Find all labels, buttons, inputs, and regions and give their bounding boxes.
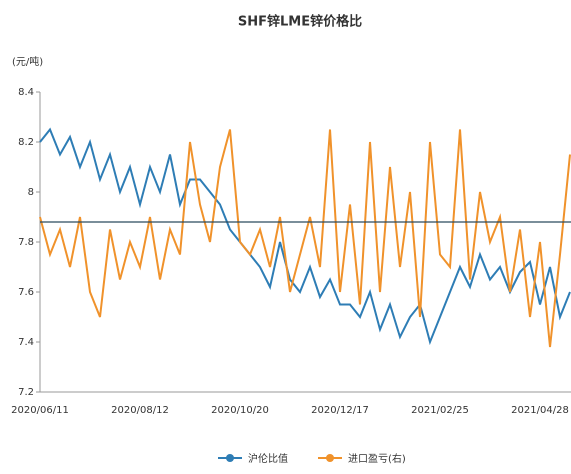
y-tick-label: 8 bbox=[28, 187, 34, 198]
y-tick-label: 7.2 bbox=[18, 387, 34, 398]
chart-title: SHF锌LME锌价格比 bbox=[238, 14, 362, 30]
x-tick-label: 2021/02/25 bbox=[411, 405, 469, 416]
x-tick-label: 2020/06/11 bbox=[11, 405, 69, 416]
legend-label: 沪伦比值 bbox=[248, 452, 288, 465]
y-tick-label: 7.4 bbox=[18, 337, 34, 348]
legend-marker bbox=[326, 454, 334, 462]
legend-marker bbox=[226, 454, 234, 462]
x-tick-label: 2020/10/20 bbox=[211, 405, 269, 416]
x-tick-label: 2020/12/17 bbox=[311, 405, 369, 416]
series-line bbox=[39, 129, 571, 348]
y-tick-label: 7.8 bbox=[18, 237, 34, 248]
series-line bbox=[39, 127, 571, 346]
x-tick-label: 2020/08/12 bbox=[111, 405, 169, 416]
y-tick-label: 7.6 bbox=[18, 287, 34, 298]
legend-label: 进口盈亏(右) bbox=[348, 452, 406, 465]
y-tick-label: 8.4 bbox=[18, 87, 34, 98]
y-tick-label: 8.2 bbox=[18, 137, 34, 148]
y-unit: (元/吨) bbox=[12, 55, 43, 68]
x-tick-label: 2021/04/28 bbox=[511, 405, 569, 416]
